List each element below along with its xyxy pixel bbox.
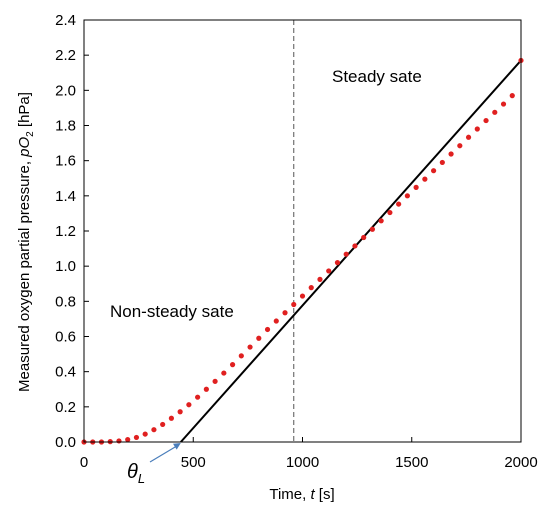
data-point <box>212 378 218 384</box>
y-tick-label: 0.8 <box>55 293 76 310</box>
theta-l-main: θ <box>127 461 138 483</box>
data-point <box>203 386 209 392</box>
y-tick-label: 1.0 <box>55 258 76 275</box>
theta-l-arrowhead <box>173 443 181 450</box>
data-point <box>343 251 349 257</box>
data-point <box>431 168 437 174</box>
data-point <box>142 431 148 437</box>
y-tick-label: 0.6 <box>55 329 76 346</box>
x-axis-ticks: 0 500 1000 1500 2000 <box>80 437 538 471</box>
data-point <box>413 184 419 190</box>
data-point <box>125 436 131 443</box>
y-axis-ticks: 0.0 0.2 0.4 0.6 0.8 1.0 1.2 1.4 1.6 1.8 2.0 2.2 2.4 <box>55 12 89 451</box>
data-point <box>160 421 166 428</box>
data-point <box>308 285 314 291</box>
data-point <box>483 117 489 124</box>
data-point <box>186 402 192 408</box>
x-tick-label: 1500 <box>395 454 428 471</box>
y-axis-title: Measured oxygen partial pressure, pO2 [h… <box>16 92 36 392</box>
data-point <box>361 234 367 241</box>
theta-l-label: θL <box>127 461 145 486</box>
data-point <box>264 326 271 333</box>
data-points <box>81 57 524 445</box>
data-point <box>378 218 384 224</box>
y-tick-label: 1.8 <box>55 118 76 135</box>
data-point <box>299 293 306 299</box>
theta-l-sub: L <box>138 471 145 486</box>
y-tick-label: 2.2 <box>55 47 76 64</box>
x-axis-title-prefix: Time, <box>269 486 310 503</box>
x-axis-title: Time, t [s] <box>269 486 334 503</box>
y-axis-title-var: pO <box>16 136 33 157</box>
data-point <box>352 243 358 249</box>
data-point <box>334 260 341 266</box>
fit-line <box>180 59 522 443</box>
data-point <box>317 276 323 282</box>
y-tick-label: 1.4 <box>55 188 76 205</box>
data-point <box>238 353 244 359</box>
y-tick-label: 0.2 <box>55 399 76 416</box>
data-point <box>326 268 332 274</box>
data-point <box>457 143 463 149</box>
data-point <box>439 159 445 166</box>
y-tick-label: 0.4 <box>55 364 76 381</box>
data-point <box>448 151 454 157</box>
data-point <box>247 344 253 350</box>
x-tick-label: 1000 <box>286 454 319 471</box>
x-tick-label: 2000 <box>504 454 537 471</box>
data-point <box>404 193 410 199</box>
y-axis-title-sub: 2 <box>25 131 36 137</box>
data-point <box>474 126 480 132</box>
data-point <box>291 301 297 308</box>
data-point <box>195 394 201 400</box>
x-tick-label: 0 <box>80 454 88 471</box>
data-point <box>229 362 236 368</box>
data-point <box>396 201 402 207</box>
data-point <box>422 176 428 182</box>
data-point <box>387 209 393 216</box>
data-point <box>168 415 174 421</box>
data-point <box>256 335 262 341</box>
y-tick-label: 2.4 <box>55 12 76 29</box>
data-point <box>369 226 376 232</box>
y-tick-label: 1.2 <box>55 223 76 240</box>
data-point <box>509 93 515 99</box>
y-tick-label: 1.6 <box>55 153 76 170</box>
theta-l-arrow <box>149 445 178 463</box>
data-point <box>177 409 183 415</box>
y-tick-label: 0.0 <box>55 434 76 451</box>
fit-line-group <box>180 59 522 443</box>
annotation-steady-state: Steady sate <box>332 67 422 86</box>
data-point <box>133 434 140 441</box>
data-point <box>116 438 122 444</box>
y-tick-label: 2.0 <box>55 82 76 99</box>
y-axis-title-prefix: Measured oxygen partial pressure, <box>16 157 33 392</box>
x-axis-title-var: t <box>310 486 315 503</box>
data-point <box>282 310 288 316</box>
y-axis-title-suffix: [hPa] <box>16 92 33 131</box>
data-point <box>500 101 507 107</box>
theta-l-marker: θL <box>127 443 181 486</box>
data-point <box>465 134 472 140</box>
data-point <box>221 370 227 376</box>
annotation-non-steady-state: Non-steady sate <box>110 302 234 321</box>
data-point <box>151 427 157 433</box>
data-point <box>492 109 498 115</box>
data-point <box>273 318 279 324</box>
x-tick-label: 500 <box>181 454 206 471</box>
x-axis-title-suffix: [s] <box>315 486 335 503</box>
